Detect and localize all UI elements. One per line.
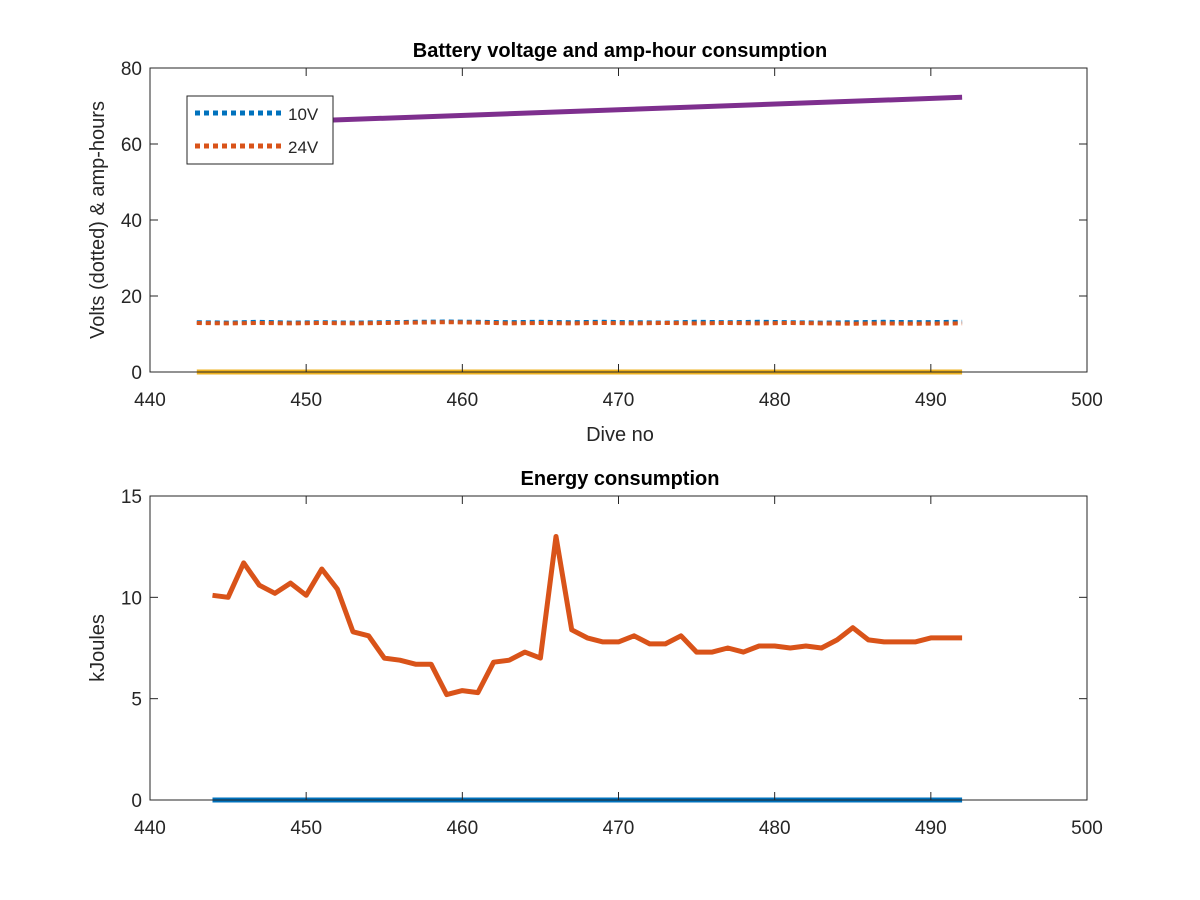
voltage-legend: 10V 24V [186, 95, 334, 165]
voltage-x-axis-label: Dive no [586, 424, 654, 446]
voltage-y-tick-label: 60 [121, 135, 142, 156]
voltage-x-tick-label: 460 [446, 390, 478, 411]
energy-x-tick-label: 470 [603, 818, 635, 839]
legend-label-24v: 24V [288, 138, 319, 157]
voltage-amphour-chart: 440 450 460 470 480 490 500 0 20 40 60 80 Battery v… [87, 40, 1103, 446]
legend-box [186, 95, 334, 165]
energy-ticks-layer: 440 450 460 470 480 490 500 0 5 10 15 [121, 487, 1103, 839]
voltage-x-tick-label: 480 [759, 390, 791, 411]
energy-x-tick-label: 450 [290, 818, 322, 839]
voltage-x-tick-label: 470 [603, 390, 635, 411]
energy-x-tick-label: 500 [1071, 818, 1103, 839]
energy-y-tick-label: 10 [121, 588, 142, 609]
energy-y-tick-label: 5 [131, 690, 142, 711]
energy-y-axis-label: kJoules [87, 614, 109, 682]
voltage-x-tick-label: 440 [134, 390, 166, 411]
energy-chart-title: Energy consumption [521, 468, 720, 490]
voltage-y-tick-label: 80 [121, 59, 142, 80]
voltage-y-tick-label: 0 [131, 363, 142, 384]
energy-series-1-line [212, 534, 963, 698]
energy-x-tick-label: 490 [915, 818, 947, 839]
energy-x-tick-label: 440 [134, 818, 166, 839]
energy-y-tick-label: 0 [131, 791, 142, 812]
energy-y-tick-label: 15 [121, 487, 142, 508]
voltage-series-1-line [196, 320, 963, 326]
energy-consumption-chart: 440 450 460 470 480 490 500 0 5 10 15 Energy consu… [87, 468, 1103, 839]
voltage-y-axis-label: Volts (dotted) & amp-hours [87, 101, 109, 339]
energy-x-tick-label: 460 [446, 818, 478, 839]
voltage-x-tick-label: 490 [915, 390, 947, 411]
voltage-ticks-layer: 440 450 460 470 480 490 500 0 20 40 60 80 [121, 59, 1103, 411]
energy-x-tick-label: 480 [759, 818, 791, 839]
voltage-y-tick-label: 20 [121, 287, 142, 308]
voltage-chart-title: Battery voltage and amp-hour consumption [413, 40, 827, 62]
voltage-x-tick-label: 500 [1071, 390, 1103, 411]
legend-label-10v: 10V [288, 105, 319, 124]
energy-plot-area [150, 496, 1087, 800]
voltage-x-tick-label: 450 [290, 390, 322, 411]
voltage-y-tick-label: 40 [121, 211, 142, 232]
